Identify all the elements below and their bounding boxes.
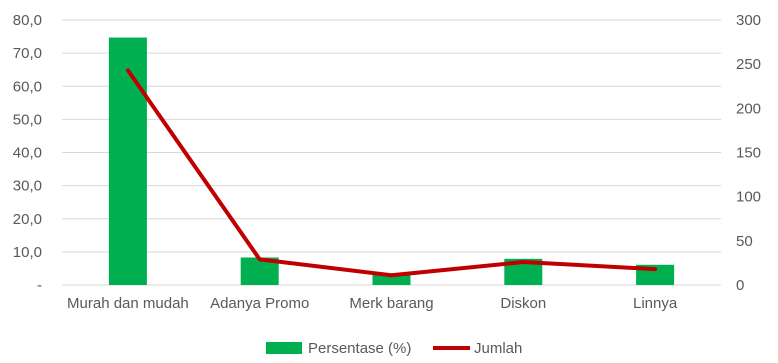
bar-1	[108, 37, 147, 286]
y-left-tick-label: 70,0	[13, 45, 42, 62]
y-right-tick-label: 100	[736, 189, 761, 206]
x-category-label: Merk barang	[349, 295, 433, 312]
y-left-tick-label: 30,0	[13, 178, 42, 195]
y-right-tick-label: 300	[736, 12, 761, 29]
y-left-tick-label: -	[37, 277, 42, 294]
x-axis: Murah dan mudah Adanya Promo Merk barang Di…	[67, 295, 678, 312]
legend-label-persentase: Persentase (%)	[308, 340, 411, 357]
y-left-tick-label: 20,0	[13, 211, 42, 228]
y-right-tick-label: 200	[736, 100, 761, 117]
y-left-tick-label: 60,0	[13, 78, 42, 95]
y-right-tick-label: 0	[736, 277, 744, 294]
y-left-tick-label: 10,0	[13, 244, 42, 261]
line-jumlah	[125, 68, 658, 278]
x-category-label: Murah dan mudah	[67, 295, 189, 312]
y-left-tick-label: 50,0	[13, 111, 42, 128]
y-axis-left: - 10,0 20,0 30,0 40,0 50,0 60,0 70,0 80,0	[13, 12, 42, 294]
x-category-label: Linnya	[633, 295, 678, 312]
y-left-tick-label: 40,0	[13, 145, 42, 162]
y-axis-right: 0 50 100 150 200 250 300	[736, 12, 761, 294]
gridlines	[62, 19, 721, 286]
y-right-tick-label: 250	[736, 56, 761, 73]
legend-label-jumlah: Jumlah	[474, 340, 522, 357]
y-right-tick-label: 50	[736, 233, 753, 250]
x-category-label: Adanya Promo	[210, 295, 309, 312]
legend-swatch-persentase	[266, 342, 302, 354]
legend: Persentase (%) Jumlah	[266, 340, 522, 357]
y-left-tick-label: 80,0	[13, 12, 42, 29]
bar-3	[372, 273, 411, 285]
line-series	[125, 68, 658, 278]
y-right-tick-label: 150	[736, 145, 761, 162]
x-category-label: Diskon	[500, 295, 546, 312]
